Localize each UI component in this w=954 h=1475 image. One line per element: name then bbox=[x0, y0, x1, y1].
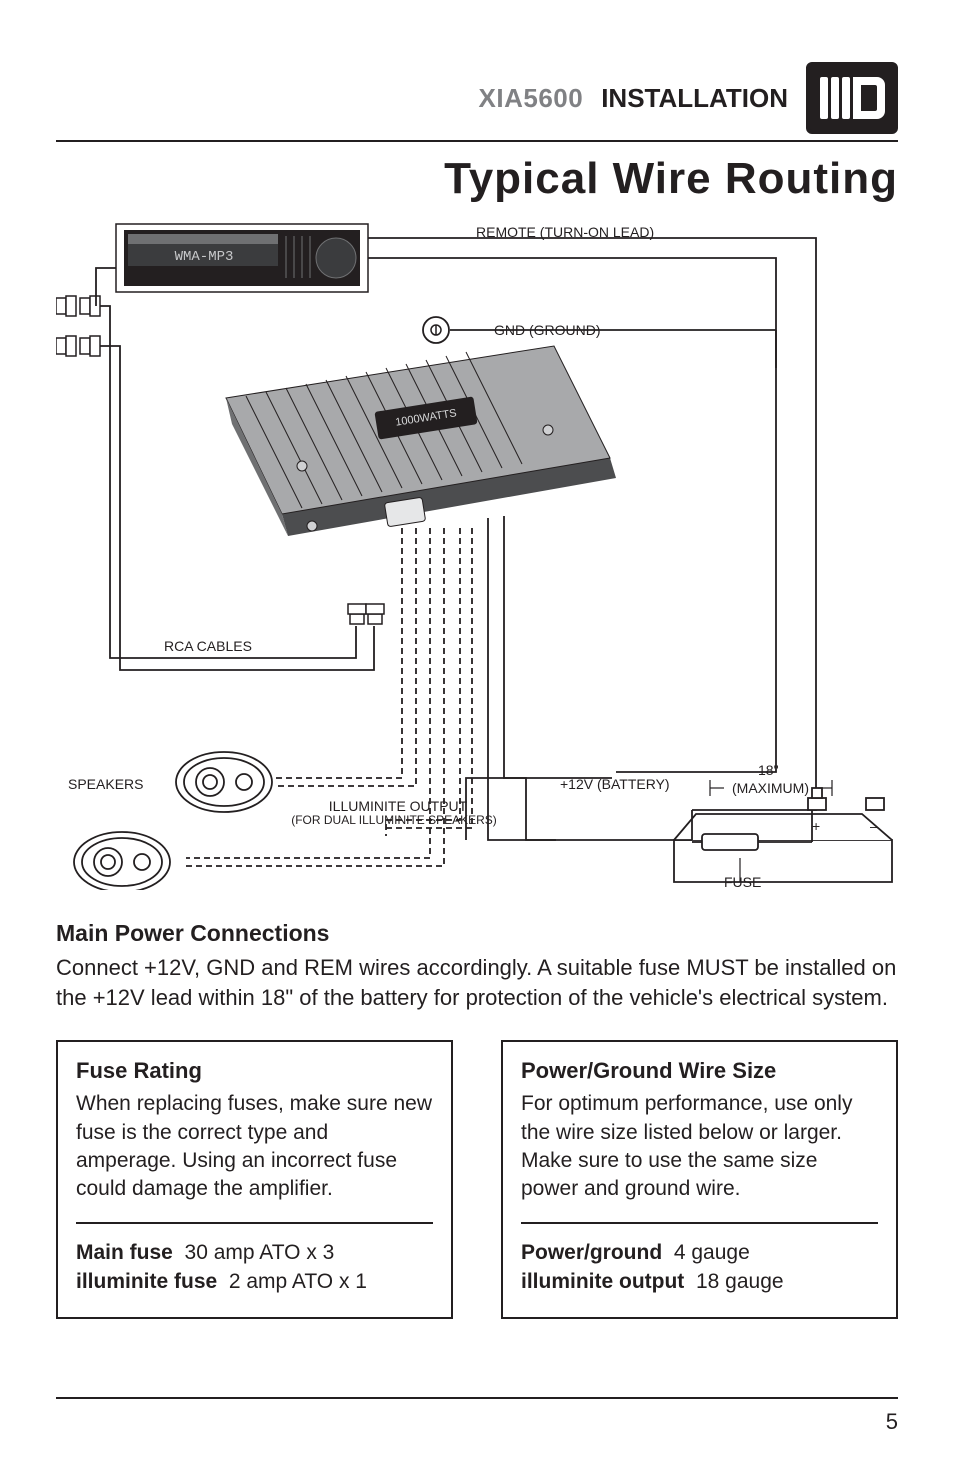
amplifier-icon: 1000WATTS bbox=[226, 346, 616, 536]
divider bbox=[521, 1222, 878, 1224]
model-code: XIA5600 bbox=[479, 83, 584, 114]
label-illuminite-2: (FOR DUAL ILLUMINITE SPEAKERS) bbox=[284, 814, 504, 828]
info-boxes: Fuse Rating When replacing fuses, make s… bbox=[56, 1040, 898, 1318]
label-illuminite-1: ILLUMINITE OUTPUT bbox=[308, 798, 488, 814]
mpc-heading: Main Power Connections bbox=[56, 920, 898, 947]
label-dist-1: 18" bbox=[758, 762, 779, 778]
label-battery: +12V (BATTERY) bbox=[560, 776, 670, 792]
wire-spec-1: Power/ground 4 gauge bbox=[521, 1238, 878, 1267]
label-dist-2: (MAXIMUM) bbox=[732, 780, 809, 796]
speaker-bottom-icon bbox=[74, 832, 170, 890]
label-speakers: SPEAKERS bbox=[68, 776, 143, 792]
fuse-spec-2: illuminite fuse 2 amp ATO x 1 bbox=[76, 1267, 433, 1296]
head-unit-icon: WMA-MP3 bbox=[116, 224, 368, 292]
label-rca: RCA CABLES bbox=[164, 638, 252, 654]
page-title: Typical Wire Routing bbox=[56, 154, 898, 204]
fuse-box-heading: Fuse Rating bbox=[76, 1058, 433, 1084]
wiring-diagram: WMA-MP3 bbox=[56, 218, 898, 890]
speaker-top-icon bbox=[176, 752, 272, 812]
rca-mid-icon bbox=[348, 604, 384, 624]
wire-size-box: Power/Ground Wire Size For optimum perfo… bbox=[501, 1040, 898, 1318]
page-number: 5 bbox=[56, 1397, 898, 1435]
fuse-spec-1: Main fuse 30 amp ATO x 3 bbox=[76, 1238, 433, 1267]
brand-logo bbox=[806, 62, 898, 134]
dual-logo-icon bbox=[817, 73, 887, 123]
wire-spec-2: illuminite output 18 gauge bbox=[521, 1267, 878, 1296]
divider bbox=[76, 1222, 433, 1224]
fuse-rating-box: Fuse Rating When replacing fuses, make s… bbox=[56, 1040, 453, 1318]
rca-top-icon bbox=[56, 296, 100, 356]
header-row: XIA5600 INSTALLATION ® bbox=[56, 62, 898, 142]
label-plus: + bbox=[812, 818, 820, 834]
label-remote: REMOTE (TURN-ON LEAD) bbox=[476, 224, 654, 240]
label-fuse: FUSE bbox=[724, 874, 761, 890]
svg-text:WMA-MP3: WMA-MP3 bbox=[175, 249, 234, 265]
wire-box-body: For optimum performance, use only the wi… bbox=[521, 1090, 878, 1203]
mpc-body: Connect +12V, GND and REM wires accordin… bbox=[56, 953, 898, 1012]
label-gnd: GND (GROUND) bbox=[494, 322, 601, 338]
label-minus: – bbox=[870, 818, 878, 834]
fuse-box-body: When replacing fuses, make sure new fuse… bbox=[76, 1090, 433, 1203]
header-label: INSTALLATION bbox=[601, 83, 788, 114]
wire-box-heading: Power/Ground Wire Size bbox=[521, 1058, 878, 1084]
